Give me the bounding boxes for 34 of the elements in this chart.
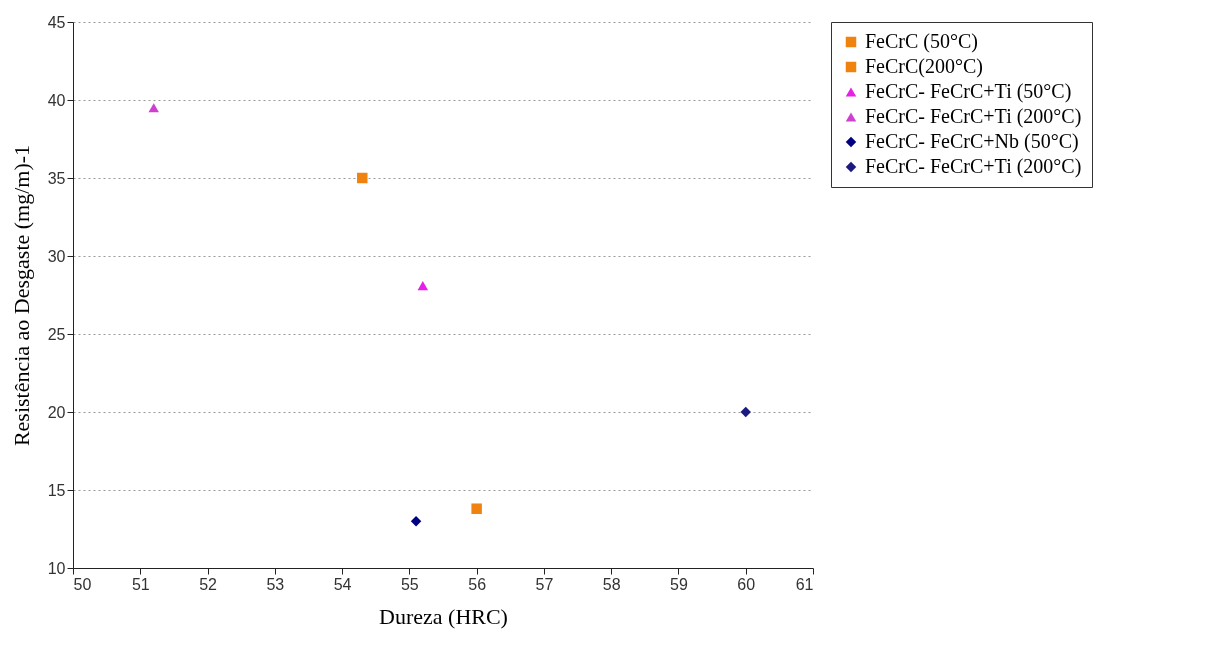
legend-label: FeCrC- FeCrC+Ti (200°C) bbox=[865, 105, 1082, 128]
x-tick-label: 56 bbox=[468, 575, 487, 593]
x-tick-label: 55 bbox=[400, 575, 419, 593]
y-tick-label: 35 bbox=[47, 169, 66, 187]
x-tick-label: 60 bbox=[737, 575, 756, 593]
x-tick-label: 57 bbox=[535, 575, 554, 593]
point bbox=[740, 406, 751, 418]
point bbox=[410, 515, 422, 527]
y-tick-label: 30 bbox=[47, 247, 66, 265]
x-axis-title: Dureza (HRC) bbox=[379, 603, 508, 629]
x-tick-label: 51 bbox=[131, 575, 150, 593]
legend-label: FeCrC(200°C) bbox=[865, 55, 983, 78]
legend-label: FeCrC- FeCrC+Ti (200°C) bbox=[865, 155, 1082, 178]
point bbox=[471, 503, 482, 514]
x-tick-label: 59 bbox=[670, 575, 688, 593]
y-tick-label: 45 bbox=[47, 13, 66, 31]
x-tick-label: 53 bbox=[266, 575, 285, 593]
x-tick-label: 54 bbox=[333, 575, 352, 593]
y-tick-label: 40 bbox=[47, 91, 66, 109]
point bbox=[148, 103, 159, 113]
y-axis-title: Resistência ao Desgaste (mg/m)-1 bbox=[8, 144, 34, 447]
x-tick-label: 58 bbox=[602, 575, 621, 593]
x-tick-label: 61 bbox=[795, 575, 814, 593]
x-tick-label: 52 bbox=[199, 575, 218, 593]
legend-label: FeCrC (50°C) bbox=[865, 30, 978, 53]
y-tick-label: 20 bbox=[47, 403, 66, 421]
y-tick-label: 10 bbox=[47, 559, 66, 577]
legend-label: FeCrC- FeCrC+Nb (50°C) bbox=[865, 130, 1079, 153]
y-tick-label: 15 bbox=[47, 481, 66, 499]
legend-label: FeCrC- FeCrC+Ti (50°C) bbox=[865, 80, 1072, 103]
point bbox=[417, 281, 429, 291]
x-tick-label: 50 bbox=[73, 575, 92, 593]
y-tick-label: 25 bbox=[47, 325, 66, 343]
point bbox=[357, 172, 368, 184]
